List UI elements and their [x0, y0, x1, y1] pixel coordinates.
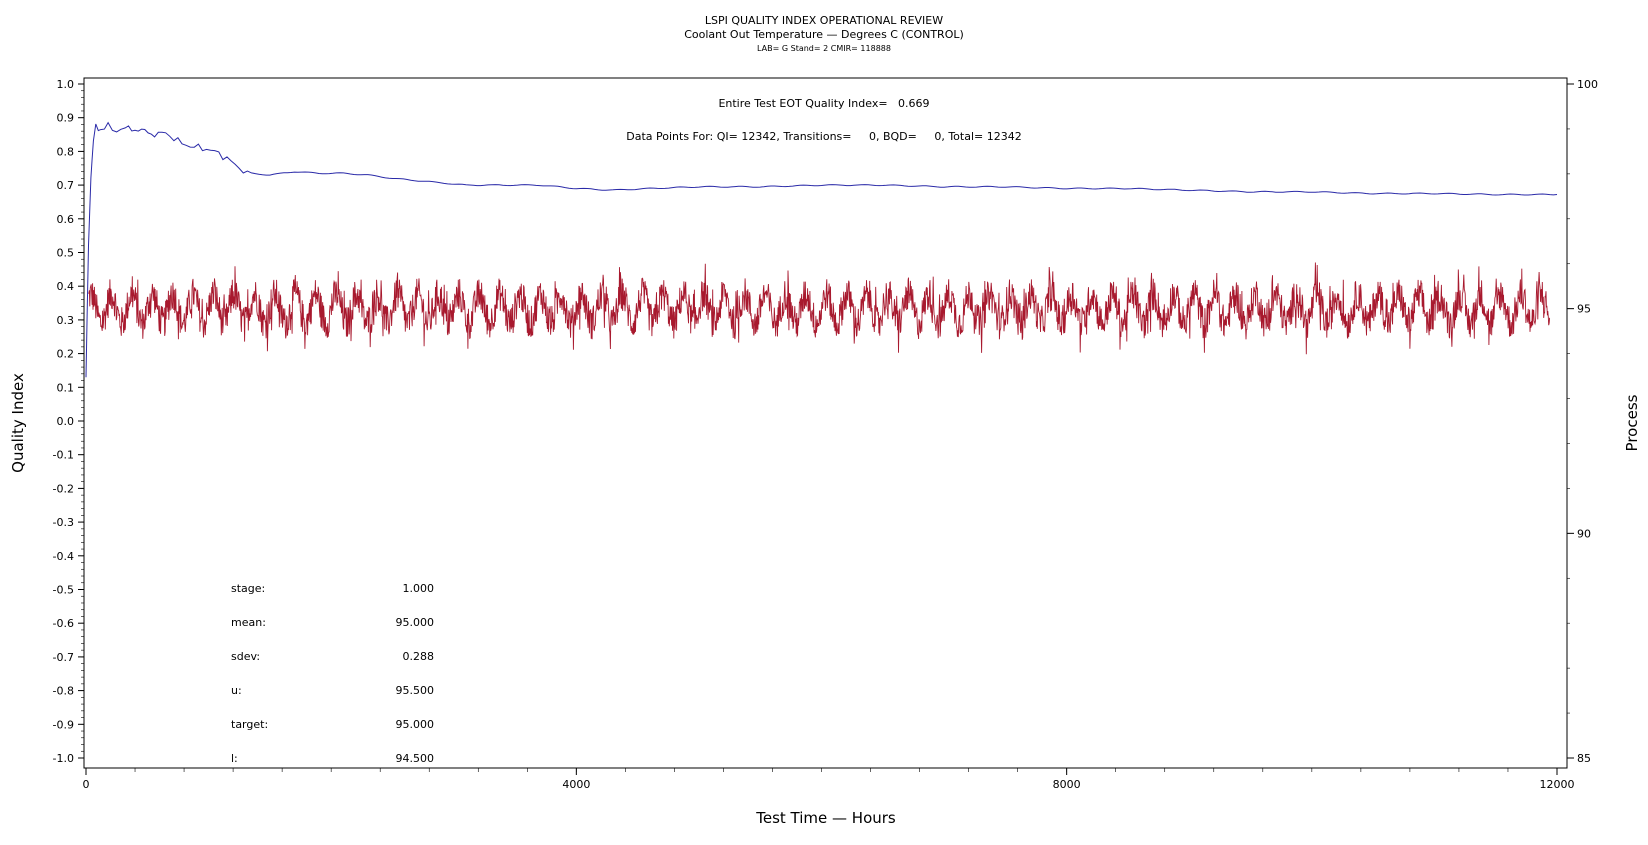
chart-subtitle: Coolant Out Temperature — Degrees C (CON… — [684, 28, 964, 41]
y-tick-label: 0.8 — [57, 145, 75, 158]
y-tick-label: -0.3 — [53, 516, 74, 529]
bottom-axis: 0 4000 8000 12000 — [83, 768, 1575, 791]
stat-value: 95.000 — [396, 616, 435, 629]
y-tick-label: 0.6 — [57, 213, 75, 226]
stat-label: sdev: — [231, 650, 260, 663]
y-axis-title: Quality Index — [9, 373, 27, 473]
y2-tick-label: 90 — [1577, 527, 1591, 540]
stat-value: 95.500 — [396, 684, 435, 697]
series-layer — [85, 121, 1558, 378]
stat-value: 94.500 — [396, 752, 435, 765]
y-tick-label: -0.4 — [53, 550, 74, 563]
y-tick-label: 0.1 — [57, 381, 75, 394]
y-tick-label: -1.0 — [53, 752, 74, 765]
plot-frame — [83, 77, 1568, 769]
y-tick-label: -0.9 — [53, 718, 74, 731]
left-axis: 1.0 0.9 0.8 0.7 0.6 0.5 0.4 0.3 0.2 0.1 0.0 -0.1 -0.… — [53, 78, 84, 765]
right-axis: 100 95 90 85 — [1567, 78, 1598, 765]
data-points-note: Data Points For: QI= 12342, Transitions=… — [626, 130, 1021, 143]
stat-label: mean: — [231, 616, 266, 629]
y-tick-label: 1.0 — [57, 78, 75, 91]
stat-value: 1.000 — [403, 582, 435, 595]
stat-label: stage: — [231, 582, 265, 595]
y-tick-label: -0.8 — [53, 685, 74, 698]
y2-tick-label: 95 — [1577, 303, 1591, 316]
y-tick-label: 0.4 — [57, 280, 75, 293]
y-tick-label: -0.1 — [53, 449, 74, 462]
stat-label: u: — [231, 684, 242, 697]
y-tick-label: 0.0 — [57, 415, 75, 428]
stat-label: l: — [231, 752, 238, 765]
stat-value: 95.000 — [396, 718, 435, 731]
stat-value: 0.288 — [403, 650, 435, 663]
y-tick-label: 0.3 — [57, 314, 75, 327]
x-tick-label: 0 — [83, 778, 90, 791]
quality-index-series-line — [85, 121, 1558, 378]
y-tick-label: 0.2 — [57, 348, 75, 361]
x-tick-label: 4000 — [562, 778, 590, 791]
process-series-line — [88, 262, 1551, 355]
y-tick-label: -0.5 — [53, 584, 74, 597]
x-axis-title: Test Time — Hours — [755, 809, 896, 827]
y2-axis-title: Process — [1623, 394, 1641, 451]
chart-title: LSPI QUALITY INDEX OPERATIONAL REVIEW — [705, 14, 943, 27]
y-tick-label: 0.7 — [57, 179, 75, 192]
chart-subtitle-2: LAB= G Stand= 2 CMIR= 118888 — [757, 44, 891, 53]
y-tick-label: -0.6 — [53, 617, 74, 630]
eot-quality-index-note: Entire Test EOT Quality Index= 0.669 — [718, 97, 929, 110]
x-tick-label: 12000 — [1540, 778, 1575, 791]
y2-tick-label: 100 — [1577, 78, 1598, 91]
stats-block: stage: 1.000 mean: 95.000 sdev: 0.288 u: 95.500… — [231, 582, 434, 765]
x-tick-label: 8000 — [1053, 778, 1081, 791]
y-tick-label: 0.5 — [57, 247, 75, 260]
y-tick-label: -0.7 — [53, 651, 74, 664]
y-tick-label: 0.9 — [57, 112, 75, 125]
y2-tick-label: 85 — [1577, 752, 1591, 765]
stat-label: target: — [231, 718, 268, 731]
y-tick-label: -0.2 — [53, 482, 74, 495]
